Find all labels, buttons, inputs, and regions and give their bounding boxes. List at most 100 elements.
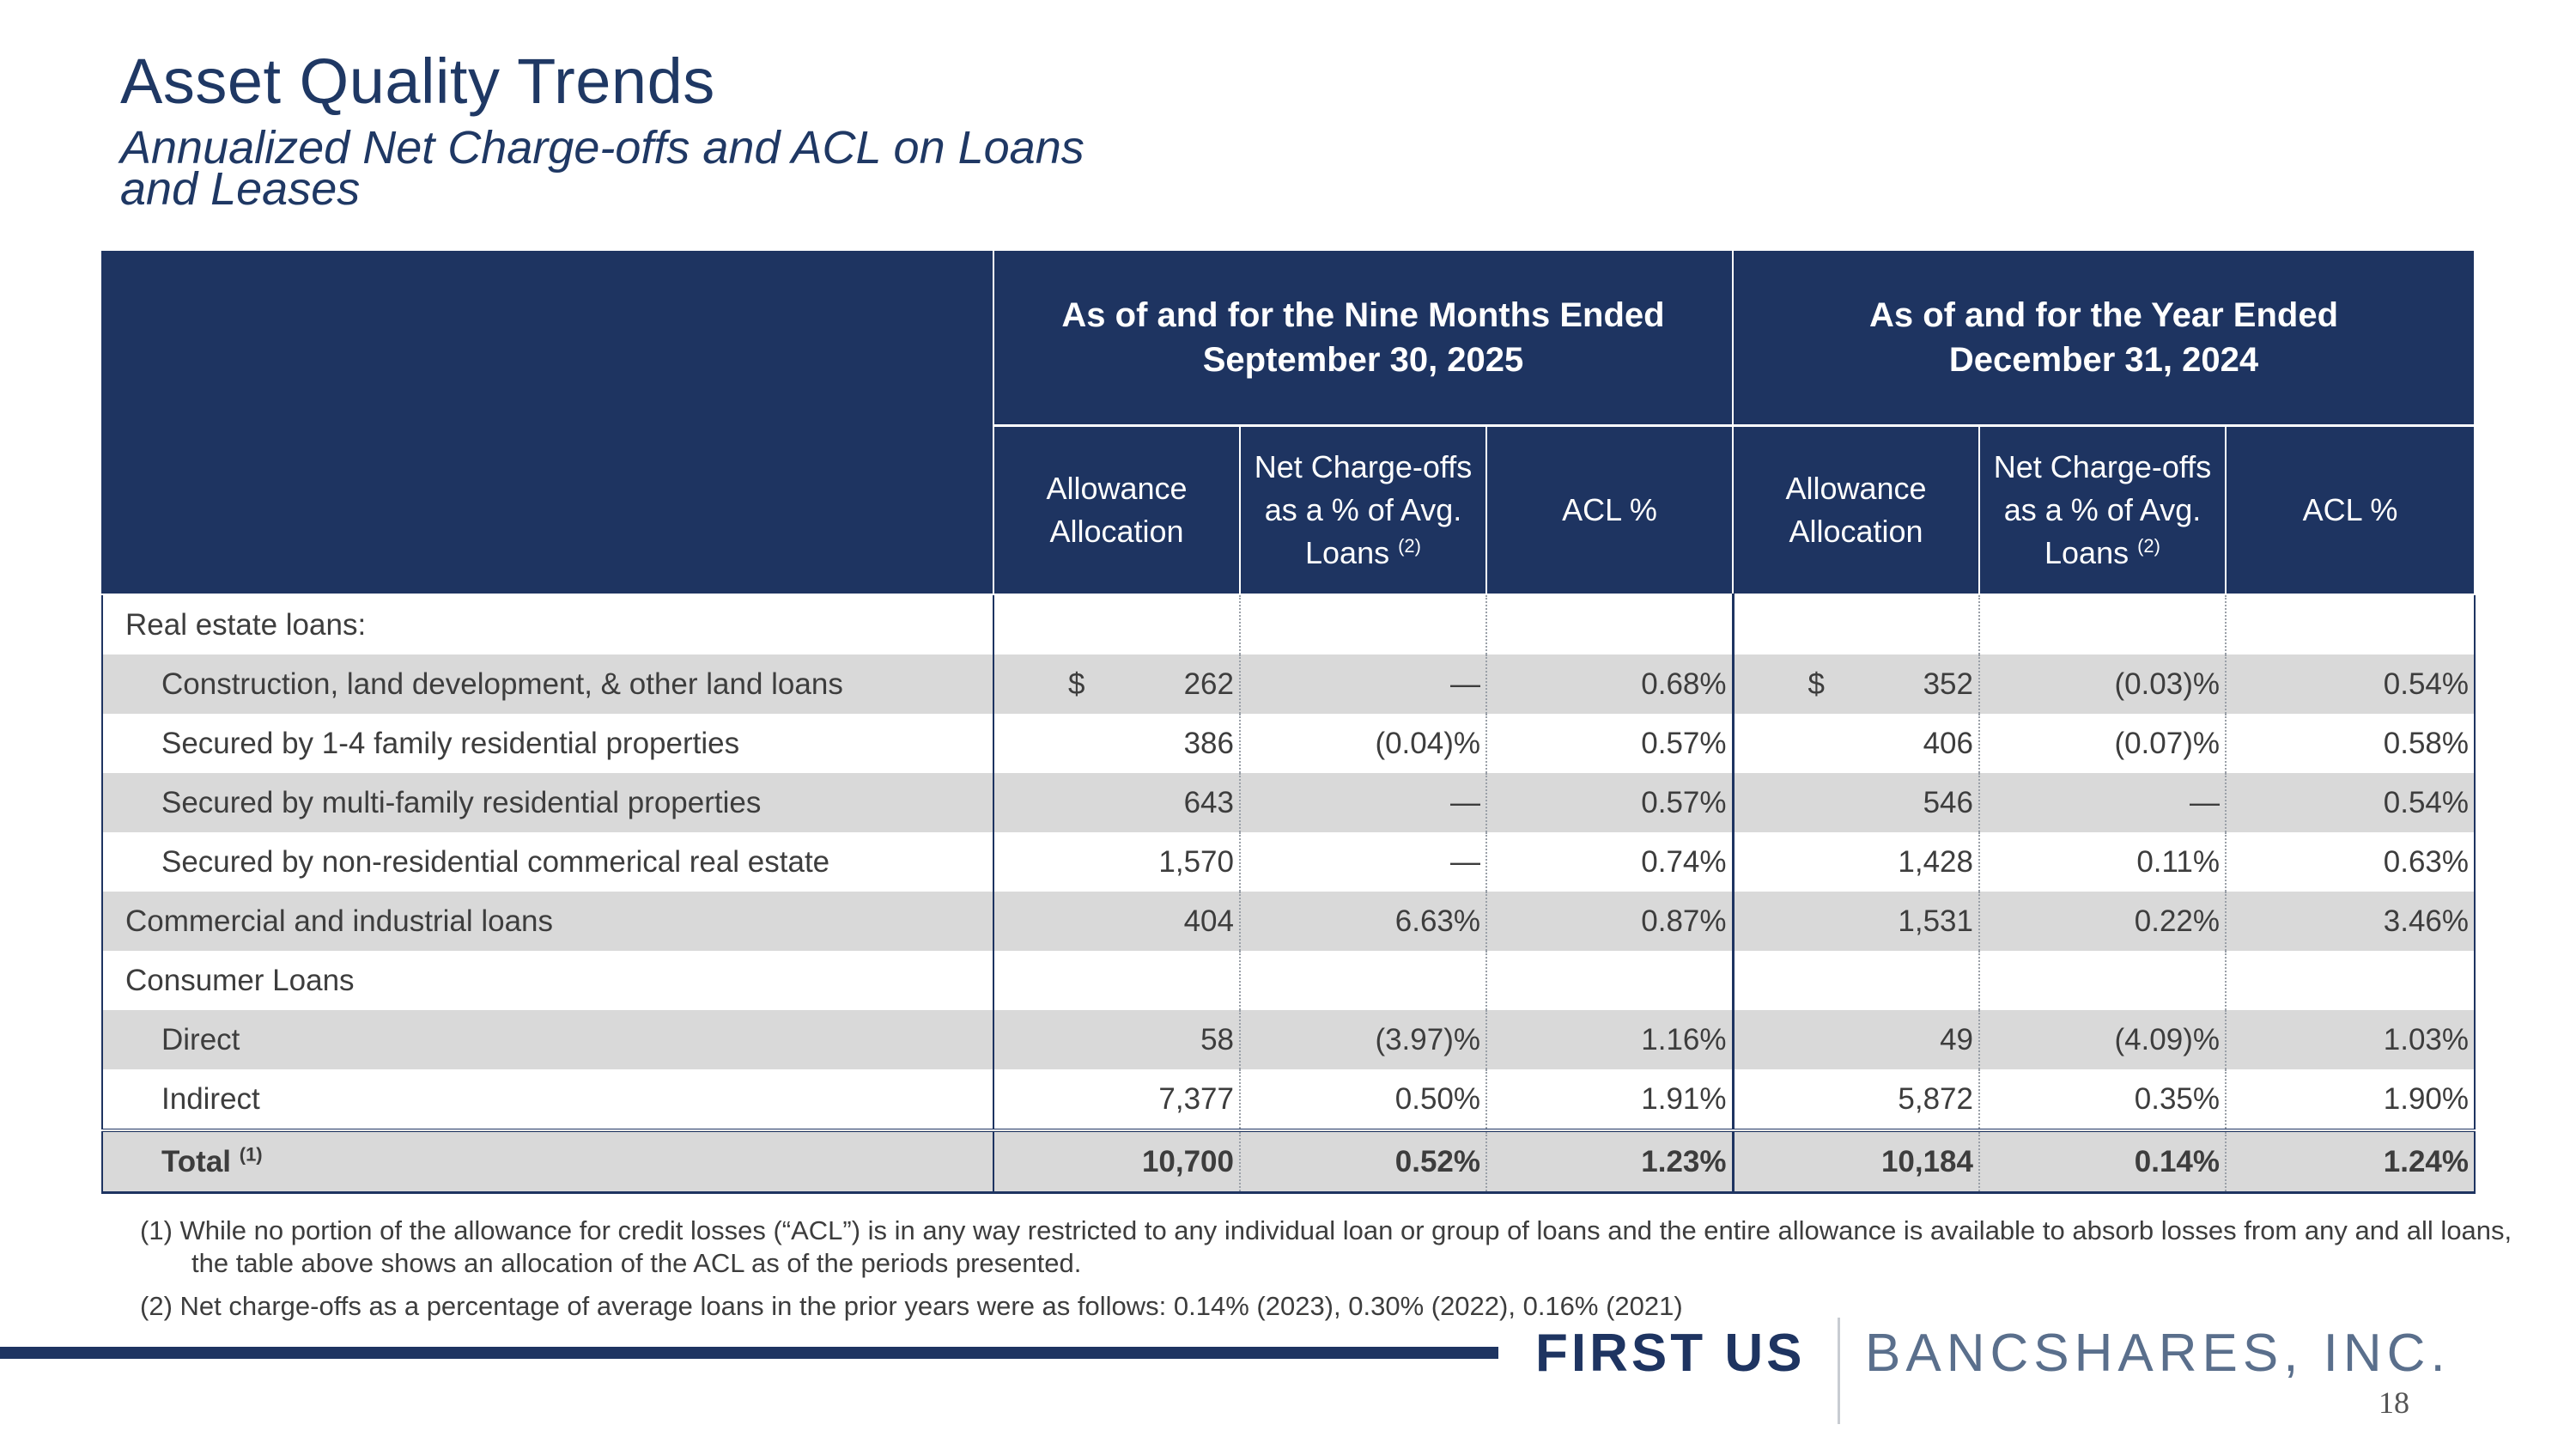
table-cell — [1731, 594, 1980, 654]
table-cell: 49 — [1731, 1010, 1980, 1069]
table-cell: 58 — [993, 1010, 1241, 1069]
total-label: Total — [161, 1144, 232, 1178]
table-cell: 0.52% — [1239, 1129, 1487, 1194]
table-cell — [1978, 594, 2227, 654]
total-row: Total (1) 10,700 0.52% 1.23% 10,184 0.14… — [101, 1129, 2476, 1194]
page-number: 18 — [2379, 1385, 2409, 1420]
table-row: Real estate loans: — [101, 594, 2476, 654]
row-label: Total (1) — [101, 1129, 994, 1194]
table-cell: 0.11% — [1978, 832, 2227, 892]
col-header-net-charge-offs: Net Charge-offs as a % of Avg. Loans (2) — [1239, 424, 1487, 595]
table-row: Secured by 1-4 family residential proper… — [101, 714, 2476, 773]
col-header-text: as a % of Avg. — [2003, 492, 2202, 527]
table-cell: 7,377 — [993, 1069, 1241, 1130]
table-cell: $352 — [1731, 654, 1980, 714]
cell-value: 262 — [1183, 667, 1234, 701]
table-cell: 0.54% — [2224, 773, 2476, 832]
table-cell: (0.07)% — [1978, 714, 2227, 773]
footnote-1-text: (1) While no portion of the allowance fo… — [140, 1215, 2512, 1278]
table-cell: 0.63% — [2224, 832, 2476, 892]
group-header-nine-months: As of and for the Nine Months Ended Sept… — [993, 249, 1734, 427]
table-cell: 10,184 — [1731, 1129, 1980, 1194]
table-cell: (0.03)% — [1978, 654, 2227, 714]
currency-symbol: $ — [1068, 667, 1085, 701]
table-cell — [1485, 594, 1734, 654]
table-cell — [993, 594, 1241, 654]
logo-bancshares: BANCSHARES, INC. — [1865, 1324, 2451, 1383]
row-label: Secured by 1-4 family residential proper… — [101, 714, 994, 773]
group-header-line2: December 31, 2024 — [1948, 341, 2259, 379]
table-cell: 546 — [1731, 773, 1980, 832]
logo-divider — [1838, 1318, 1840, 1424]
table-cell: 1,570 — [993, 832, 1241, 892]
table-row: Construction, land development, & other … — [101, 654, 2476, 714]
table-row: Commercial and industrial loans 404 6.63… — [101, 892, 2476, 951]
table-cell: 404 — [993, 892, 1241, 951]
col-header-text: Allocation — [1789, 514, 1923, 549]
table-cell: 643 — [993, 773, 1241, 832]
logo-first-us: FIRST US — [1535, 1324, 1806, 1383]
table-cell: 0.54% — [2224, 654, 2476, 714]
table-cell: 0.87% — [1485, 892, 1734, 951]
table-cell: 406 — [1731, 714, 1980, 773]
col-header-text: as a % of Avg. — [1264, 492, 1462, 527]
row-label: Construction, land development, & other … — [101, 654, 994, 714]
table-cell: 1.23% — [1485, 1129, 1734, 1194]
table-cell: 6.63% — [1239, 892, 1487, 951]
row-label: Secured by multi-family residential prop… — [101, 773, 994, 832]
group-header-line1: As of and for the Year Ended — [1868, 296, 2339, 334]
group-header-year: As of and for the Year Ended December 31… — [1731, 249, 2476, 427]
col-header-net-charge-offs: Net Charge-offs as a % of Avg. Loans (2) — [1978, 424, 2227, 595]
group-header-line1: As of and for the Nine Months Ended — [1061, 296, 1665, 334]
table-cell: 0.14% — [1978, 1129, 2227, 1194]
table-cell: 0.57% — [1485, 714, 1734, 773]
table-cell: 0.58% — [2224, 714, 2476, 773]
footnote-marker: (1) — [239, 1142, 263, 1165]
col-header-allowance-allocation: Allowance Allocation — [993, 424, 1241, 595]
table-cell: 1,531 — [1731, 892, 1980, 951]
table-cell — [1731, 951, 1980, 1010]
table-cell: — — [1239, 654, 1487, 714]
col-header-text: Allocation — [1049, 514, 1184, 549]
table-cell: 0.57% — [1485, 773, 1734, 832]
table-cell: 0.50% — [1239, 1069, 1487, 1130]
col-header-text: Allowance — [1046, 471, 1188, 506]
col-header-acl-percent: ACL % — [2224, 424, 2476, 595]
table-row: Indirect 7,377 0.50% 1.91% 5,872 0.35% 1… — [101, 1069, 2476, 1130]
page-subtitle: Annualized Net Charge-offs and ACL on Lo… — [120, 122, 1084, 215]
table-cell: 1,428 — [1731, 832, 1980, 892]
asset-quality-table: As of and for the Nine Months Ended Sept… — [101, 249, 2476, 1194]
row-label: Real estate loans: — [101, 594, 994, 654]
col-header-acl-percent: ACL % — [1485, 424, 1734, 595]
table-cell — [993, 951, 1241, 1010]
row-label: Consumer Loans — [101, 951, 994, 1010]
col-header-text: Net Charge-offs — [1993, 449, 2212, 484]
table-cell: (3.97)% — [1239, 1010, 1487, 1069]
table-cell: (4.09)% — [1978, 1010, 2227, 1069]
table-cell — [1485, 951, 1734, 1010]
table-cell: 386 — [993, 714, 1241, 773]
table-row: Direct 58 (3.97)% 1.16% 49 (4.09)% 1.03% — [101, 1010, 2476, 1069]
cell-value: 352 — [1923, 667, 1973, 701]
table-cell: 0.35% — [1978, 1069, 2227, 1130]
footnote-1: (1) While no portion of the allowance fo… — [140, 1215, 2527, 1280]
table-cell — [2224, 594, 2476, 654]
row-label: Direct — [101, 1010, 994, 1069]
footnote-2: (2) Net charge-offs as a percentage of a… — [140, 1291, 1683, 1321]
table-cell: 10,700 — [993, 1129, 1241, 1194]
table-cell — [1239, 594, 1487, 654]
currency-symbol: $ — [1807, 667, 1825, 701]
table-cell: 1.91% — [1485, 1069, 1734, 1130]
table-row: Consumer Loans — [101, 951, 2476, 1010]
table-cell: 1.24% — [2224, 1129, 2476, 1194]
table-cell: — — [1239, 832, 1487, 892]
footnote-marker: (2) — [1398, 535, 1421, 557]
table-cell — [1239, 951, 1487, 1010]
table-row: Secured by multi-family residential prop… — [101, 773, 2476, 832]
col-header-text: Net Charge-offs — [1254, 449, 1473, 484]
row-label: Secured by non-residential commerical re… — [101, 832, 994, 892]
table-cell — [2224, 951, 2476, 1010]
table-cell: — — [1239, 773, 1487, 832]
table-cell: 1.03% — [2224, 1010, 2476, 1069]
table-cell: 1.16% — [1485, 1010, 1734, 1069]
